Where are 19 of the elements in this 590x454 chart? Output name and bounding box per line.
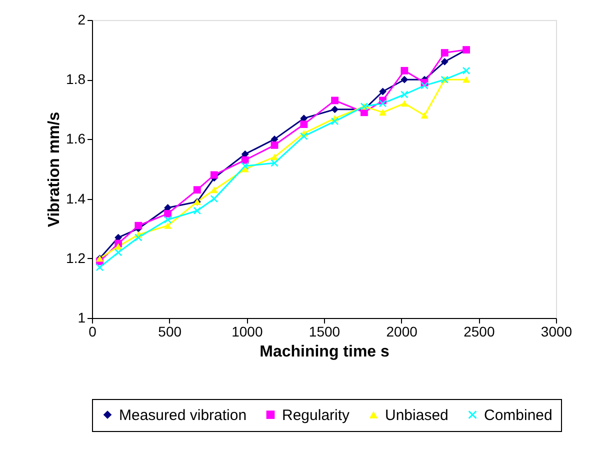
x-tick-label: 500 — [158, 324, 182, 340]
legend-label: Regularity — [282, 406, 350, 424]
legend-label: Measured vibration — [119, 406, 247, 424]
y-tick-label: 1.2 — [66, 250, 86, 266]
x-tick-label: 3000 — [540, 324, 572, 340]
y-axis-title: Vibration mm/s — [46, 112, 64, 228]
x-axis-title: Machining time s — [260, 344, 390, 360]
y-tick-label: 2 — [78, 12, 86, 28]
y-tick-label: 1.8 — [66, 71, 86, 88]
x-tick-label: 1000 — [232, 324, 263, 340]
y-tick-label: 1 — [78, 310, 86, 326]
x-tick-label: 0 — [88, 324, 97, 340]
legend-label: Unbiased — [385, 406, 448, 424]
y-tick-label: 1.6 — [66, 130, 86, 147]
legend-label: Combined — [484, 406, 552, 424]
y-tick-label: 1.4 — [66, 190, 86, 206]
x-tick-label: 1500 — [308, 324, 340, 340]
x-tick-label: 2000 — [386, 324, 418, 340]
x-tick-label: 2500 — [464, 324, 495, 340]
